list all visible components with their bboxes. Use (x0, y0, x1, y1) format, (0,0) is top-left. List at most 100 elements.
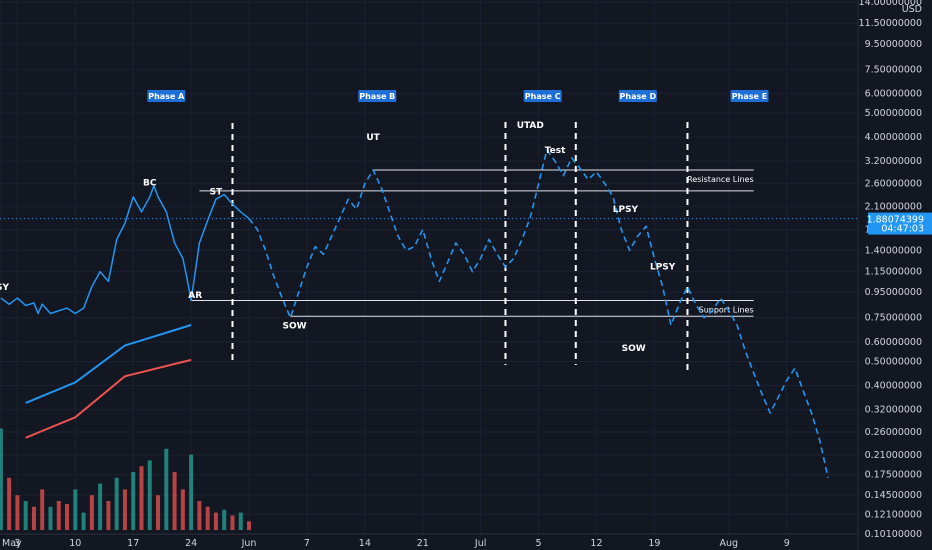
phase-badge (147, 90, 186, 102)
volume-bar (15, 495, 20, 530)
volume-bar (172, 472, 177, 530)
x-tick-label: 3 (14, 538, 20, 549)
annotation-label: UT (366, 133, 380, 143)
phase-dividers (231, 122, 689, 372)
annotation-label: LPSY (613, 205, 639, 215)
annotation-label: SY (0, 283, 10, 293)
y-tick-label: 0.95000000 (865, 287, 922, 298)
indicator-line (25, 324, 192, 404)
y-tick-label: 14.00000000 (859, 0, 922, 8)
volume-bar (56, 501, 61, 530)
volume-bar (48, 506, 53, 530)
price-badge-value: 1.88074399 (867, 215, 924, 226)
phase-labels: Phase A Phase B Phase C Phase D Phase E (147, 90, 769, 102)
phase-label: Phase A (148, 92, 185, 101)
price-badge-box (868, 212, 932, 235)
y-tick-label: 5.00000000 (865, 108, 922, 119)
price-line (0, 184, 250, 315)
volume-panel (0, 428, 252, 530)
indicator-line (25, 358, 192, 439)
y-tick-label: 7.50000000 (865, 64, 922, 75)
phase-label: Phase B (359, 92, 395, 101)
y-tick-label: 0.50000000 (865, 356, 922, 367)
y-tick-label: 0.40000000 (865, 381, 922, 392)
volume-bar (156, 495, 161, 530)
phase-badge (358, 90, 397, 102)
phase-badge (618, 90, 657, 102)
x-tick-label: 9 (784, 538, 790, 549)
x-tick-label: 12 (590, 538, 602, 549)
y-tick-label: 0.26000000 (865, 427, 922, 438)
volume-bar (23, 501, 28, 530)
y-tick-label: 2.10000000 (865, 202, 922, 213)
annotation-label: AR (188, 291, 202, 301)
x-tick-label: Jul (474, 538, 486, 549)
x-tick-label: May (2, 538, 22, 549)
volume-bar (147, 460, 152, 530)
volume-bar (238, 512, 243, 530)
annotation-label: LPSY (650, 263, 676, 273)
horizontal-levels: Resistance Lines Support Lines (191, 169, 754, 317)
volume-bar (180, 489, 185, 530)
wyckoff-annotations: SY BC ST AR UT UTAD Test SOW LPSY LPSY SOW (0, 121, 676, 354)
x-tick-label: 17 (127, 538, 139, 549)
volume-bar (98, 483, 103, 530)
volume-bar (81, 512, 86, 530)
y-tick-label: 0.21000000 (865, 450, 922, 461)
x-tick-label: 14 (359, 538, 371, 549)
volume-bar (247, 521, 252, 530)
volume-bar (73, 489, 78, 530)
volume-bar (106, 501, 111, 530)
level-label: Resistance Lines (687, 175, 754, 184)
annotation-label: UTAD (517, 121, 544, 131)
price-series (0, 149, 829, 479)
volume-bar (0, 428, 3, 530)
volume-bar (7, 477, 12, 530)
volume-bar (114, 477, 119, 530)
axis-unit-label: USD (902, 4, 922, 15)
y-tick-label: 6.00000000 (865, 88, 922, 99)
phase-badge (730, 90, 769, 102)
phase-label: Phase E (732, 92, 767, 101)
y-tick-label: 0.14500000 (865, 490, 922, 501)
volume-bar (230, 515, 235, 530)
price-badge-countdown: 04:47:03 (881, 224, 924, 235)
chart-grid (0, 0, 859, 550)
volume-bar (31, 506, 36, 530)
y-tick-label: 3.20000000 (865, 156, 922, 167)
annotation-label: Test (545, 146, 566, 156)
y-tick-label: 0.32000000 (865, 405, 922, 416)
volume-bar (122, 489, 127, 530)
annotation-label: SOW (282, 321, 306, 331)
x-tick-label: 19 (648, 538, 660, 549)
y-tick-label: 2.60000000 (865, 179, 922, 190)
phase-label: Phase D (620, 92, 657, 101)
volume-bar (222, 509, 227, 530)
volume-bar (139, 466, 144, 530)
y-tick-label: 0.17500000 (865, 470, 922, 481)
volume-bar (40, 489, 45, 530)
y-tick-label: 1.15000000 (865, 267, 922, 278)
projection-line (248, 149, 829, 479)
volume-bar (131, 472, 136, 530)
volume-bar (164, 448, 169, 530)
y-tick-label: 0.10100000 (865, 529, 922, 540)
x-tick-label: Aug (720, 538, 739, 549)
volume-bar (205, 506, 210, 530)
annotation-label: BC (143, 179, 157, 189)
volume-bar (89, 495, 94, 530)
y-tick-label: 4.00000000 (865, 132, 922, 143)
y-tick-label: 9.50000000 (865, 39, 922, 50)
annotation-label: ST (210, 188, 223, 198)
y-tick-label: 0.12100000 (865, 510, 922, 521)
volume-bar (197, 501, 202, 530)
phase-badge (523, 90, 562, 102)
x-tick-label: 7 (304, 538, 310, 549)
y-tick-label: 1.40000000 (865, 245, 922, 256)
volume-bar (189, 454, 194, 530)
x-tick-label: Jun (241, 538, 257, 549)
x-tick-label: 10 (69, 538, 81, 549)
